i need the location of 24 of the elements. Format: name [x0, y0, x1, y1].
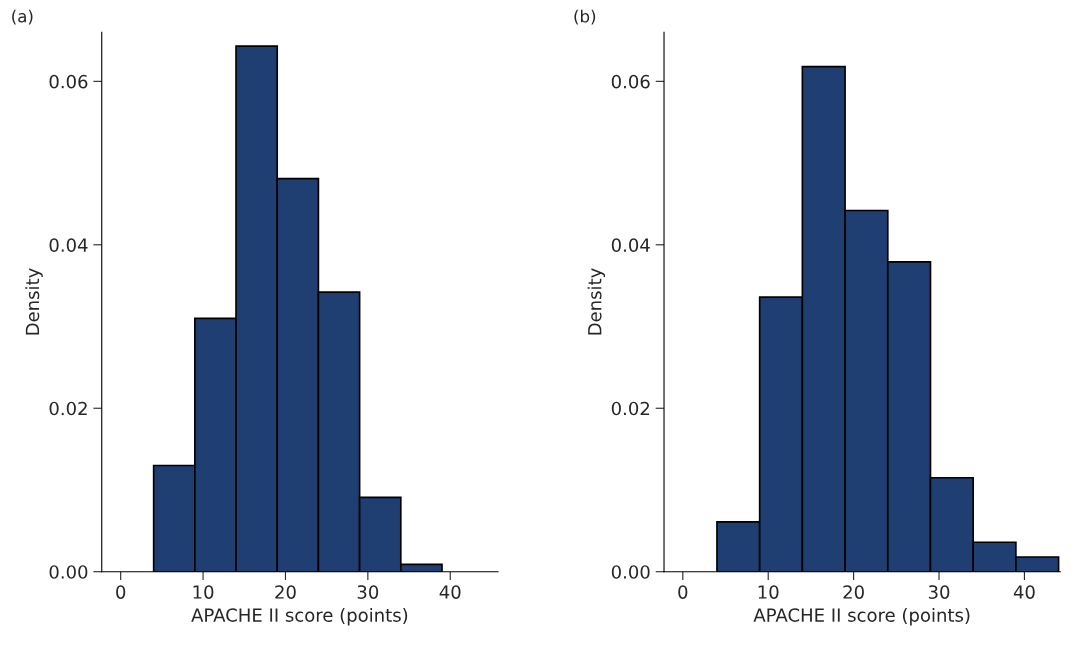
chart-title: (b)	[574, 9, 596, 25]
x-tick-label: 30	[357, 585, 379, 599]
x-tick-label: 20	[843, 585, 864, 599]
y-tick-label: 0.06	[611, 74, 650, 89]
y-tick-label: 0.00	[49, 565, 88, 579]
y-tick-label: 0.00	[611, 565, 650, 579]
x-tick-label: 40	[1013, 585, 1035, 599]
x-tick-label: 30	[928, 585, 950, 599]
x-axis-title: APACHE II score (points)	[191, 607, 408, 626]
x-tick-label: 10	[193, 585, 214, 599]
x-axis-title: APACHE II score (points)	[753, 607, 970, 626]
y-tick-label: 0.04	[611, 238, 650, 252]
x-tick-label: 20	[275, 585, 296, 599]
x-tick-label: 0	[116, 585, 126, 599]
y-tick-label: 0.06	[49, 74, 88, 89]
y-axis-title: Density	[587, 268, 606, 335]
chart-title: (a)	[12, 9, 33, 25]
y-tick-label: 0.04	[49, 238, 88, 252]
y-axis-title: Density	[25, 268, 43, 335]
x-tick-label: 10	[758, 585, 779, 599]
y-tick-label: 0.02	[611, 401, 650, 416]
y-tick-label: 0.02	[49, 401, 87, 416]
x-tick-label: 40	[439, 585, 461, 599]
x-tick-label: 0	[678, 585, 688, 599]
